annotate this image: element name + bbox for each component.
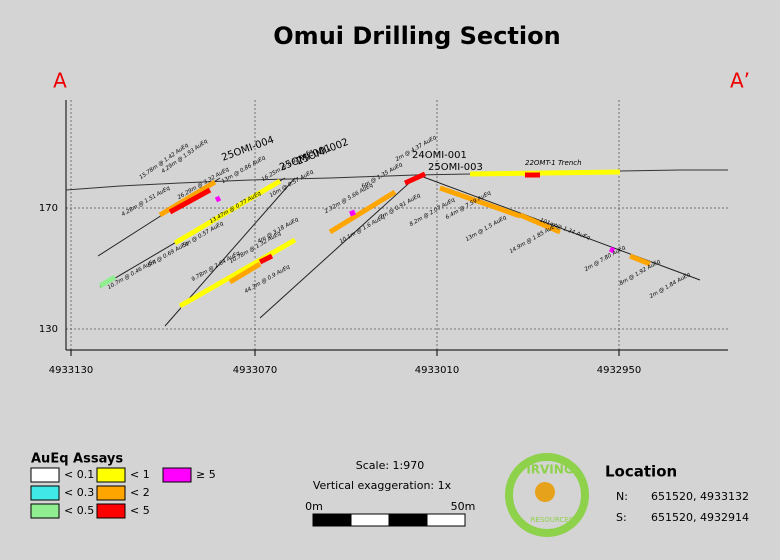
legend-swatch <box>96 467 126 483</box>
logo-name: IRVING <box>526 463 573 477</box>
section-end: A <box>53 69 67 93</box>
legend-label: < 5 <box>130 504 150 517</box>
logo: IRVING RESOURCES <box>505 453 589 537</box>
elevation-label: 130 <box>39 324 58 335</box>
scale-text: Scale: 1:970 <box>356 459 425 472</box>
scale-bar <box>312 513 466 527</box>
hole-name: 25OMI-003 <box>428 162 483 173</box>
location-value: 651520, 4932914 <box>651 511 749 524</box>
northing-label: 4933070 <box>233 365 278 376</box>
logo-sub: RESOURCES <box>531 516 574 524</box>
legend-label: < 0.1 <box>64 468 94 481</box>
trench-name: 22OMT-1 Trench <box>525 159 582 167</box>
legend-swatch <box>162 467 192 483</box>
legend-swatch <box>30 485 60 501</box>
location-label: S: <box>616 511 627 524</box>
northing-label: 4933130 <box>49 365 94 376</box>
elevation-label: 170 <box>39 203 58 214</box>
legend-label: ≥ 5 <box>196 468 216 481</box>
axes <box>65 100 728 356</box>
section-end: A’ <box>730 69 750 93</box>
scale-end: 50m <box>451 500 476 513</box>
legend-swatch <box>96 503 126 519</box>
legend-label: < 0.5 <box>64 504 94 517</box>
hole-name: 24OMI-001 <box>412 150 467 161</box>
assay-intervals <box>98 169 651 309</box>
scale-exaggeration: Vertical exaggeration: 1x <box>313 479 452 492</box>
location-label: N: <box>616 490 628 503</box>
legend-swatch <box>96 485 126 501</box>
legend-swatch <box>30 503 60 519</box>
location-value: 651520, 4933132 <box>651 490 749 503</box>
scale-start: 0m <box>305 500 323 513</box>
legend-label: < 0.3 <box>64 486 94 499</box>
legend-label: < 2 <box>130 486 150 499</box>
legend-title: AuEq Assays <box>31 452 123 467</box>
location-title: Location <box>605 463 677 481</box>
title: Omui Drilling Section <box>273 22 560 50</box>
topography <box>65 169 728 191</box>
northing-label: 4933010 <box>415 365 460 376</box>
legend-swatch <box>30 467 60 483</box>
northing-label: 4932950 <box>597 365 642 376</box>
grid <box>66 100 728 350</box>
legend-label: < 1 <box>130 468 150 481</box>
